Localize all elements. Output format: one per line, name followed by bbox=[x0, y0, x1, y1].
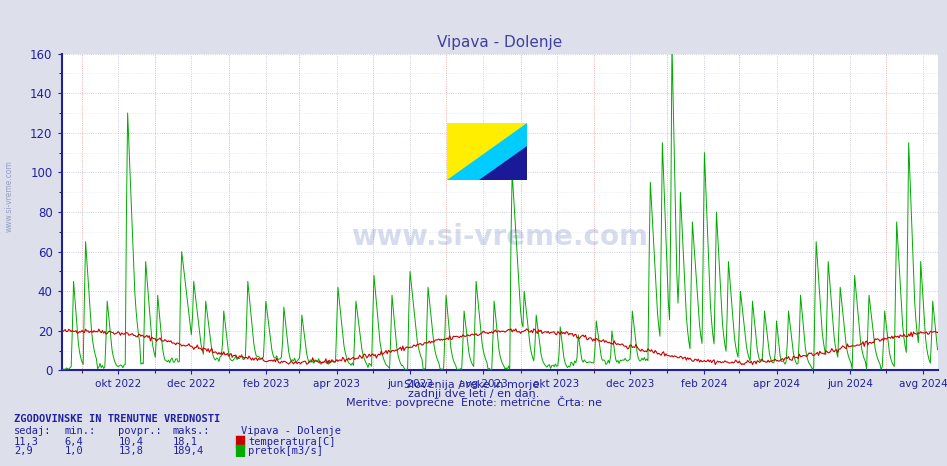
Polygon shape bbox=[447, 123, 527, 180]
Text: █: █ bbox=[235, 444, 244, 457]
Text: █: █ bbox=[235, 435, 244, 447]
Text: 6,4: 6,4 bbox=[64, 437, 83, 446]
Text: 11,3: 11,3 bbox=[14, 437, 39, 446]
Text: www.si-vreme.com: www.si-vreme.com bbox=[5, 160, 14, 232]
Title: Vipava - Dolenje: Vipava - Dolenje bbox=[437, 34, 563, 50]
Text: povpr.:: povpr.: bbox=[118, 426, 162, 436]
Text: min.:: min.: bbox=[64, 426, 96, 436]
Text: Meritve: povprečne  Enote: metrične  Črta: ne: Meritve: povprečne Enote: metrične Črta:… bbox=[346, 397, 601, 408]
Text: maks.:: maks.: bbox=[172, 426, 210, 436]
Text: www.si-vreme.com: www.si-vreme.com bbox=[351, 223, 648, 251]
Text: temperatura[C]: temperatura[C] bbox=[248, 437, 335, 446]
Text: zadnji dve leti / en dan.: zadnji dve leti / en dan. bbox=[408, 389, 539, 399]
Text: 189,4: 189,4 bbox=[172, 446, 204, 456]
Text: Slovenija / reke in morje.: Slovenija / reke in morje. bbox=[404, 380, 543, 390]
Text: 13,8: 13,8 bbox=[118, 446, 143, 456]
Text: 18,1: 18,1 bbox=[172, 437, 197, 446]
Text: sedaj:: sedaj: bbox=[14, 426, 52, 436]
Text: Vipava - Dolenje: Vipava - Dolenje bbox=[241, 426, 342, 436]
Text: 2,9: 2,9 bbox=[14, 446, 33, 456]
Text: pretok[m3/s]: pretok[m3/s] bbox=[248, 446, 323, 456]
Polygon shape bbox=[479, 146, 527, 180]
Polygon shape bbox=[447, 123, 527, 180]
Text: ZGODOVINSKE IN TRENUTNE VREDNOSTI: ZGODOVINSKE IN TRENUTNE VREDNOSTI bbox=[14, 414, 221, 424]
Text: 10,4: 10,4 bbox=[118, 437, 143, 446]
Text: 1,0: 1,0 bbox=[64, 446, 83, 456]
